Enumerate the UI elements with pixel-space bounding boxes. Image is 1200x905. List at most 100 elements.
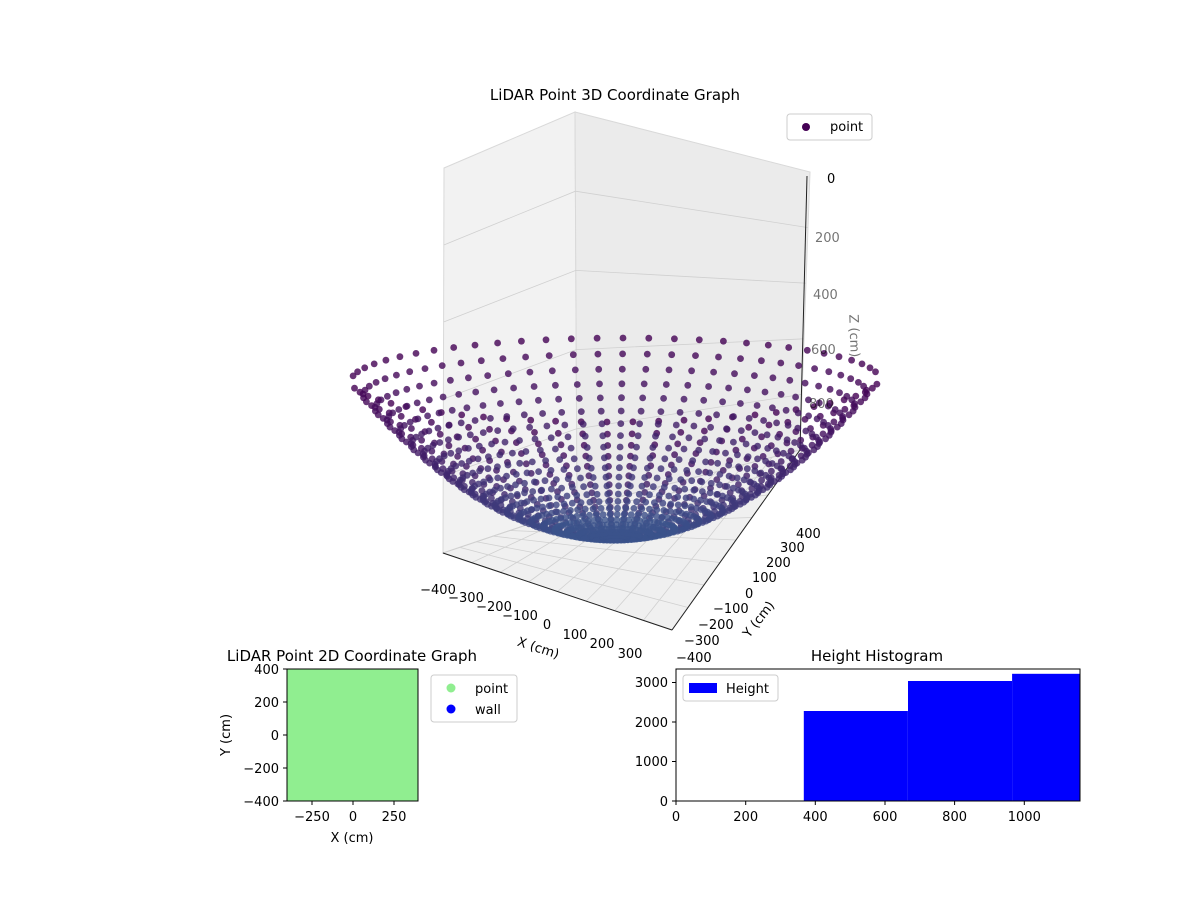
plot3d-point <box>589 474 597 481</box>
plot3d-point <box>773 419 780 427</box>
plot3d-point <box>516 437 523 444</box>
plot3d-point <box>675 456 683 463</box>
plot3d-point <box>523 469 531 477</box>
plot3d-point <box>735 463 742 471</box>
plot3d-point <box>594 350 602 358</box>
plot3d-point <box>677 429 685 436</box>
plot3d-point <box>567 513 575 521</box>
plot3d-point <box>522 448 530 455</box>
plot3d-point <box>573 512 581 520</box>
plot3d-point <box>760 417 767 424</box>
plot3d-point <box>764 445 772 452</box>
plot3d-point <box>531 478 538 486</box>
plot3d-point <box>713 491 721 498</box>
plot2d-x-ticks: −250 0 250 <box>294 801 406 825</box>
plot2d-y-tick: 0 <box>271 729 279 744</box>
plot3d-point <box>617 432 624 439</box>
plot3d-point <box>705 415 712 423</box>
plot3d-point <box>735 486 742 494</box>
plot3d-point <box>488 494 495 502</box>
plot3d-point <box>445 422 453 429</box>
plot3d-point <box>629 418 637 426</box>
plot3d-point <box>745 415 753 422</box>
plot3d-legend-box <box>786 113 873 141</box>
histogram-y-tick: 2000 <box>635 716 668 731</box>
plot3d-point <box>596 394 604 402</box>
plot3d-point <box>662 381 670 388</box>
plot3d-point <box>630 464 637 472</box>
plot3d-point <box>677 476 685 483</box>
plot3d-point <box>567 444 575 452</box>
plot3d-point <box>761 388 769 396</box>
plot3d-point <box>477 357 485 365</box>
histogram-x-tick: 200 <box>733 810 758 825</box>
plot3d-point <box>772 447 780 455</box>
plot3d-point <box>751 429 759 436</box>
plot3d-point <box>365 382 373 390</box>
plot3d-point <box>795 362 802 369</box>
plot3d-point <box>392 389 400 397</box>
plot3d-point <box>494 463 501 471</box>
plot3d-point <box>731 370 738 378</box>
plot3d-point <box>530 383 538 390</box>
plot3d-point <box>539 410 546 417</box>
plot3d-point <box>643 350 651 358</box>
plot3d-z-label: Z (cm) <box>845 314 861 357</box>
plot3d-point <box>715 353 722 361</box>
plot3d-point <box>588 489 596 497</box>
plot3d-point <box>463 471 471 479</box>
plot3d-point <box>574 465 581 473</box>
plot3d-point <box>634 432 642 440</box>
plot3d-point <box>552 445 559 453</box>
plot3d-point <box>583 491 591 499</box>
plot3d-point <box>465 374 472 382</box>
plot3d-point <box>548 367 556 375</box>
plot3d-point <box>408 425 415 432</box>
plot3d-point <box>768 467 775 475</box>
plot3d-point <box>777 458 785 465</box>
plot3d-point <box>541 477 549 485</box>
plot3d-point <box>758 433 765 441</box>
plot3d-point <box>701 427 708 435</box>
plot3d-point <box>560 500 568 508</box>
plot3d-z-tick: 0 <box>827 172 835 187</box>
plot3d-point <box>668 351 676 359</box>
plot2d-y-label: Y (cm) <box>219 714 234 757</box>
plot3d-point <box>671 484 679 492</box>
plot3d-x-tick: −100 <box>502 609 538 624</box>
plot3d-point <box>617 420 625 427</box>
plot3d-point <box>393 371 400 379</box>
plot3d-point <box>762 457 769 465</box>
plot2d-legend-label-wall: wall <box>475 703 501 718</box>
plot3d-point <box>628 430 636 438</box>
plot3d-point <box>794 409 802 417</box>
plot3d-point <box>601 454 608 462</box>
plot3d-point <box>361 386 369 394</box>
plot3d-point <box>716 437 723 444</box>
plot3d-point <box>457 359 465 367</box>
plot3d-point <box>653 512 661 520</box>
plot3d-point <box>555 395 562 403</box>
plot3d-x-label: X (cm) <box>515 635 561 663</box>
plot3d-point <box>607 516 615 524</box>
plot3d-point <box>599 511 607 518</box>
plot3d-point <box>751 372 758 379</box>
plot3d-point <box>389 409 397 417</box>
plot3d-point <box>614 490 622 498</box>
plot3d-point <box>646 491 653 499</box>
plot3d-point <box>382 356 390 364</box>
plot3d-point <box>688 367 695 375</box>
plot3d-point <box>557 441 565 449</box>
plot3d-point <box>447 376 454 384</box>
plot3d-point <box>625 516 632 524</box>
plot3d-point <box>700 396 708 404</box>
plot3d-legend-label: point <box>830 120 863 135</box>
plot3d-point <box>713 411 720 419</box>
plot3d-point <box>539 503 546 511</box>
plot3d-point <box>542 336 550 344</box>
plot2d-x-tick: −250 <box>294 810 330 825</box>
plot3d-point <box>484 372 492 379</box>
plot3d-point <box>737 427 745 434</box>
plot3d-point <box>435 409 443 417</box>
